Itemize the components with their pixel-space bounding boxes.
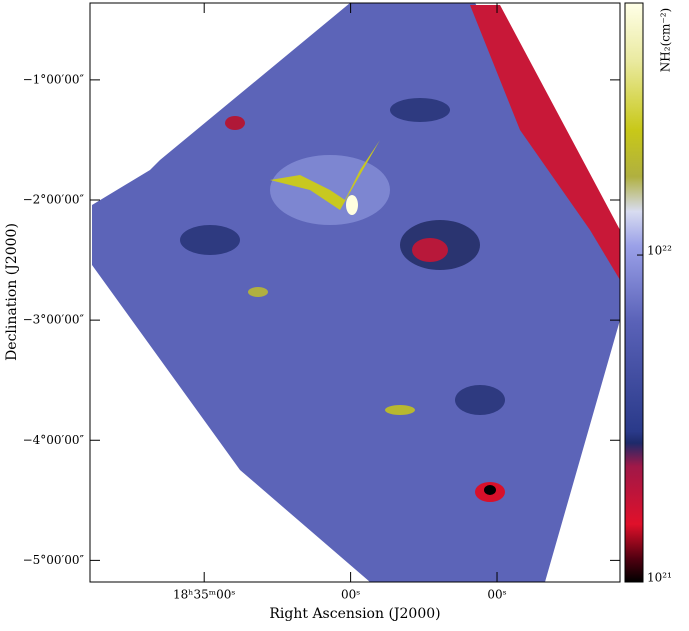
colorbar-tick-label: 10²²: [647, 244, 672, 258]
colorbar-label: NH₂(cm⁻²): [659, 8, 673, 72]
y-tick-label: −2°00′00″: [23, 193, 85, 207]
map-image: [92, 3, 620, 582]
y-tick-label: −3°00′00″: [23, 313, 85, 327]
colorbar-tick-label: 10²¹: [647, 571, 672, 585]
x-tick-label: 00ˢ: [487, 588, 506, 602]
x-axis-label: Right Ascension (J2000): [269, 606, 440, 622]
x-tick-label: 18ʰ35ᵐ00ˢ: [173, 588, 235, 602]
x-tick-label: 00ˢ: [341, 588, 360, 602]
y-axis-label: Declination (J2000): [4, 223, 20, 361]
colorbar: [624, 2, 644, 583]
axes-frame: [89, 2, 621, 583]
y-tick-label: −5°00′00″: [23, 553, 85, 567]
y-tick-label: −1°00′00″: [23, 72, 85, 86]
y-tick-label: −4°00′00″: [23, 433, 85, 447]
